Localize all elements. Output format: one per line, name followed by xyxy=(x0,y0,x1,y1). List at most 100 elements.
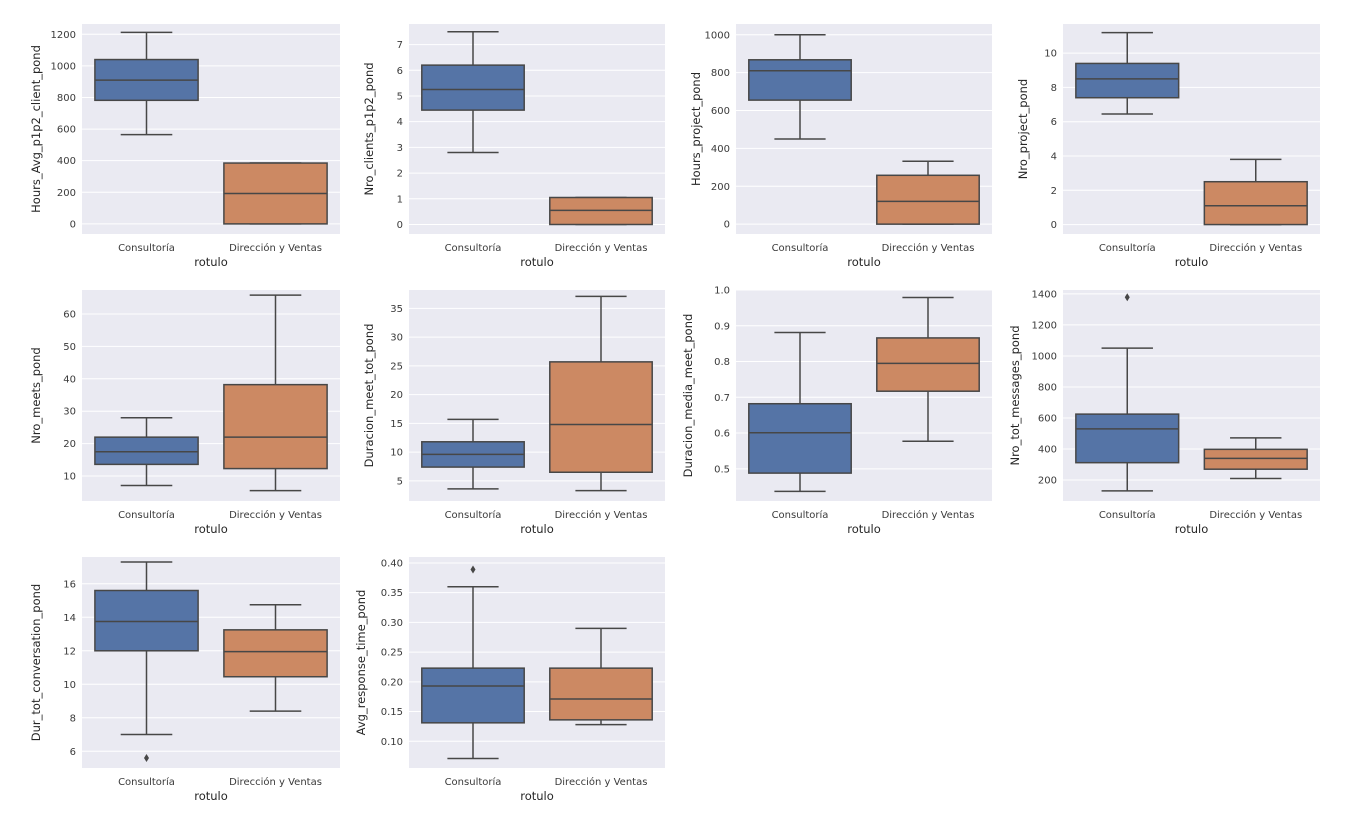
y-tick-label: 40 xyxy=(63,374,76,385)
outlier-point xyxy=(470,565,476,574)
x-tick-label: Consultoría xyxy=(445,242,502,254)
y-tick-label: 2 xyxy=(1051,186,1057,197)
y-tick-label: 0.15 xyxy=(381,707,403,718)
y-tick-label: 4 xyxy=(1051,152,1057,163)
y-tick-label: 0 xyxy=(397,220,403,231)
box-consultoria xyxy=(748,331,852,493)
iqr-box xyxy=(748,402,852,474)
outlier-point xyxy=(144,753,149,762)
x-tick-label: Dirección y Ventas xyxy=(555,509,648,521)
y-tick-label: 200 xyxy=(57,188,76,199)
y-tick-label: 600 xyxy=(711,106,730,117)
x-tick-label: Consultoría xyxy=(445,509,502,521)
y-tick-label: 5 xyxy=(397,476,403,487)
y-axis-label: Avg_response_time_pond xyxy=(354,590,368,736)
y-tick-label: 1400 xyxy=(1032,289,1057,300)
y-tick-label: 0.7 xyxy=(714,393,730,404)
x-tick-label: Consultoría xyxy=(1099,242,1156,254)
iqr-box xyxy=(1075,62,1180,99)
y-tick-label: 0 xyxy=(70,219,76,230)
iqr-box xyxy=(421,667,525,724)
y-tick-label: 25 xyxy=(390,361,403,372)
iqr-box xyxy=(748,59,852,101)
subplot-8: 200 400 600 800 1000 1200 1400 Nro_tot_messages… xyxy=(1008,289,1320,536)
subplot-1: 0 200 400 600 800 1000 1200 Hours_Avg_p1p2_clie… xyxy=(29,24,340,269)
y-tick-label: 0.9 xyxy=(714,321,730,332)
y-tick-label: 0 xyxy=(724,220,730,231)
y-tick-label: 8 xyxy=(70,713,76,724)
y-axis-label: Duracion_media_meet_pond xyxy=(681,314,695,478)
box-direccion-y-ventas xyxy=(223,162,328,225)
y-tick-label: 800 xyxy=(711,68,730,79)
x-tick-label: Dirección y Ventas xyxy=(555,776,648,788)
x-axis-label: rotulo xyxy=(520,789,554,803)
box-direccion-y-ventas xyxy=(549,295,653,492)
y-tick-label: 600 xyxy=(57,125,76,136)
y-tick-label: 6 xyxy=(1051,117,1057,128)
y-tick-label: 400 xyxy=(57,156,76,167)
box-consultoria xyxy=(94,416,199,487)
y-tick-label: 4 xyxy=(397,117,403,128)
y-tick-label: 10 xyxy=(1044,49,1057,60)
y-axis-label: Nro_project_pond xyxy=(1016,79,1030,179)
y-tick-label: 10 xyxy=(390,448,403,459)
iqr-box xyxy=(549,667,653,721)
y-tick-label: 1000 xyxy=(1032,351,1057,362)
x-axis-label: rotulo xyxy=(847,522,881,536)
y-tick-label: 8 xyxy=(1051,83,1057,94)
y-axis-label: Hours_project_pond xyxy=(689,72,703,186)
y-axis-label: Nro_clients_p1p2_pond xyxy=(362,62,376,195)
y-tick-label: 0.5 xyxy=(714,464,730,475)
box-direccion-y-ventas xyxy=(876,160,980,225)
box-direccion-y-ventas xyxy=(549,196,653,226)
y-tick-label: 0.20 xyxy=(381,677,403,688)
x-tick-label: Consultoría xyxy=(118,242,175,254)
y-tick-label: 60 xyxy=(63,309,76,320)
box-consultoria xyxy=(748,34,852,140)
y-axis-label: Nro_tot_messages_pond xyxy=(1008,325,1022,465)
box-consultoria xyxy=(421,565,525,760)
y-tick-label: 400 xyxy=(1038,445,1057,456)
box-direccion-y-ventas xyxy=(223,294,328,492)
x-axis-label: rotulo xyxy=(520,522,554,536)
y-tick-label: 2 xyxy=(397,169,403,180)
box-consultoria xyxy=(94,561,199,762)
box-direccion-y-ventas xyxy=(223,603,328,712)
x-axis-label: rotulo xyxy=(194,255,228,269)
y-tick-label: 15 xyxy=(390,419,403,430)
y-tick-label: 20 xyxy=(63,439,76,450)
x-axis-label: rotulo xyxy=(847,255,881,269)
y-tick-label: 1000 xyxy=(705,30,730,41)
y-tick-label: 6 xyxy=(397,66,403,77)
y-tick-label: 1000 xyxy=(51,61,76,72)
y-tick-label: 1200 xyxy=(1032,320,1057,331)
x-axis-label: rotulo xyxy=(1175,522,1209,536)
iqr-box xyxy=(223,629,328,678)
iqr-box xyxy=(94,589,199,652)
box-direccion-y-ventas xyxy=(876,296,980,443)
y-tick-label: 35 xyxy=(390,304,403,315)
x-tick-label: Consultoría xyxy=(772,242,829,254)
y-tick-label: 0.8 xyxy=(714,357,730,368)
x-tick-label: Dirección y Ventas xyxy=(229,242,322,254)
y-tick-label: 200 xyxy=(711,182,730,193)
y-tick-label: 3 xyxy=(397,143,403,154)
x-tick-label: Consultoría xyxy=(772,509,829,521)
iqr-box xyxy=(223,383,328,470)
y-tick-label: 0.40 xyxy=(381,558,403,569)
y-tick-label: 0 xyxy=(1051,220,1057,231)
y-tick-label: 1 xyxy=(397,194,403,205)
box-consultoria xyxy=(1075,293,1180,492)
iqr-box xyxy=(1203,180,1308,226)
y-tick-label: 5 xyxy=(397,91,403,102)
box-consultoria xyxy=(421,418,525,490)
y-tick-label: 6 xyxy=(70,747,76,758)
y-tick-label: 12 xyxy=(63,646,76,657)
y-tick-label: 14 xyxy=(63,613,76,624)
x-tick-label: Consultoría xyxy=(118,509,175,521)
y-axis-label: Dur_tot_conversation_pond xyxy=(29,584,43,741)
x-tick-label: Dirección y Ventas xyxy=(882,509,975,521)
iqr-box xyxy=(94,436,199,466)
x-tick-label: Consultoría xyxy=(118,776,175,788)
box-consultoria xyxy=(1075,31,1180,115)
